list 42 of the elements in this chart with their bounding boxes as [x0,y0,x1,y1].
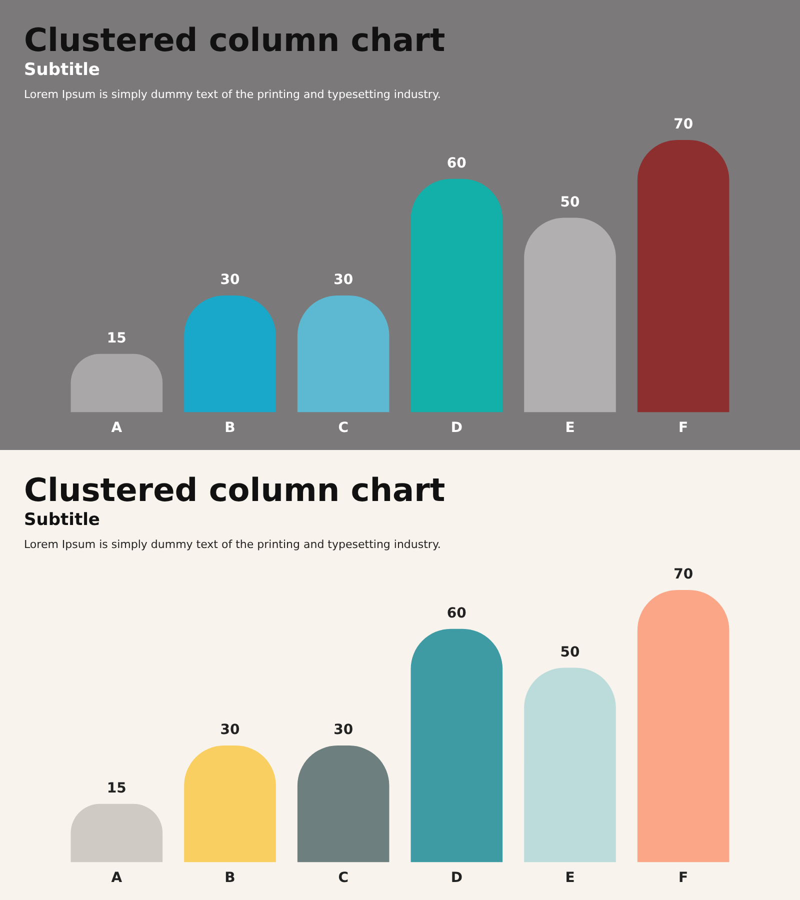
x-tick-label: C [338,420,348,436]
data-label: 70 [674,116,694,133]
chart-subtitle: Subtitle [24,60,101,80]
data-label: 50 [560,194,580,210]
data-label: 15 [106,330,126,347]
bar [184,296,276,412]
x-tick-label: C [338,870,348,886]
data-label: 15 [106,780,126,797]
chart-subtitle: Subtitle [24,510,101,530]
bar [637,590,730,862]
x-tick-label: F [678,870,688,886]
chart-title: Clustered column chart [24,21,446,59]
data-label: 30 [220,722,240,738]
bar [524,668,616,862]
chart-title: Clustered column chart [24,471,446,509]
data-label: 70 [674,566,694,583]
x-tick-label: D [450,420,462,436]
text: Lorem Ipsum is simply dummy text of the printing and typesetting industry. [24,538,442,551]
bar [410,628,503,862]
x-tick-label: E [565,870,575,886]
x-tick-label: F [678,420,688,436]
x-tick-label: A [111,420,122,436]
bar [70,804,163,862]
text: Lorem Ipsum is simply dummy text of the printing and typesetting industry. [24,88,442,101]
data-label: 30 [220,272,240,288]
x-tick-label: E [565,420,575,436]
data-label: 30 [334,722,354,738]
x-tick-label: A [111,870,122,886]
bar [297,746,390,862]
data-label: 60 [446,156,467,172]
bar [637,140,730,412]
bar [184,746,276,862]
data-label: 60 [446,606,467,622]
data-label: 50 [560,644,580,660]
bar [524,218,616,412]
bar [297,296,390,412]
bar [70,354,163,412]
x-tick-label: B [224,420,236,436]
bar [410,178,503,412]
x-tick-label: B [224,870,236,886]
x-tick-label: D [450,870,462,886]
data-label: 30 [334,272,354,288]
